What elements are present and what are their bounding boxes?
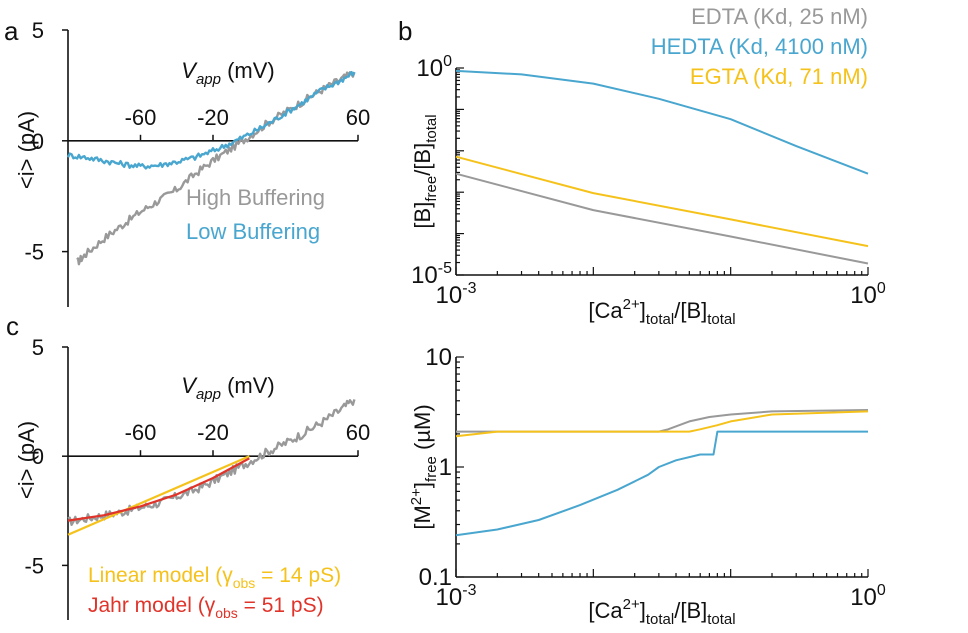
x-tick-label: 60 [346,105,370,130]
series-line-1 [455,410,869,438]
x-axis-label: [Ca2+]total/[B]total [588,596,735,628]
y-tick-label: 5 [32,18,44,43]
y-tick-label: -5 [24,553,44,578]
x-tick-label: -60 [125,420,157,445]
panel-c-model-fit-plot: 5 0 -5 -60 -20 60 Vapp (mV) <i> (pA) Linear mode… [14,335,370,621]
series-line-2 [455,430,868,537]
x-tick-label: 60 [346,420,370,445]
y-tick-label: 100 [416,53,452,82]
panel-d-free-metal-plot: 10-3 100 10 1 0.1 [Ca2+]total/[B]total [M2+]fr… [408,344,886,628]
x-tick-label: 100 [850,280,886,309]
y-axis-label: [B]free/[B]total [410,114,440,228]
series-line-0 [67,399,356,526]
legend-entry: EGTA (Kd, 71 nM) [690,64,868,89]
series-line-0 [455,172,869,265]
y-tick-label: 10 [425,344,452,371]
legend-entry: HEDTA (Kd, 4100 nM) [651,34,868,59]
y-axis-label: <i> (pA) [14,421,39,499]
x-tick-label: -20 [197,105,229,130]
y-tick-label: 10-5 [411,260,452,289]
x-tick-label: 10-3 [436,280,477,309]
y-tick-label: 0.1 [419,564,452,591]
x-tick-label: 100 [850,582,886,611]
series-line-2 [67,457,250,522]
series-line-1 [66,70,356,170]
y-axis-label: [M2+]free (µM) [408,404,440,529]
legend-entry: Low Buffering [186,219,320,244]
panel-letter-b: b [398,16,412,46]
x-axis-label: [Ca2+]total/[B]total [588,296,735,328]
series-line-2 [455,155,869,248]
y-tick-label: 0 [32,129,44,154]
legend-entry: Linear model (γobs = 14 pS) [88,564,341,591]
panel-letter-a: a [4,16,19,46]
x-tick-label: -20 [197,420,229,445]
y-axis-label: <i> (pA) [14,111,39,189]
x-axis-label: Vapp (mV) [181,373,274,403]
x-tick-label: 10-3 [436,582,477,611]
x-axis-label: Vapp (mV) [181,58,274,88]
y-tick-label: 5 [32,335,44,360]
legend-entry: EDTA (Kd, 25 nM) [691,4,868,29]
series-line-1 [67,455,250,536]
y-tick-label: 0 [32,444,44,469]
legend-entry: High Buffering [186,185,325,210]
y-tick-label: 1 [439,454,452,481]
legend-entry: Jahr model (γobs = 51 pS) [88,594,324,621]
panel-letter-c: c [6,311,19,341]
series-line-1 [455,69,869,175]
panel-a-iv-plot: 5 0 -5 -60 -20 60 Vapp (mV) <i> (pA) High Buffer… [14,18,370,307]
panel-b-buffer-fraction-plot: 10-3 100 100 10-5 [Ca2+]total/[B]total [B]fre… [410,4,886,328]
y-tick-label: -5 [24,240,44,265]
x-tick-label: -60 [125,105,157,130]
